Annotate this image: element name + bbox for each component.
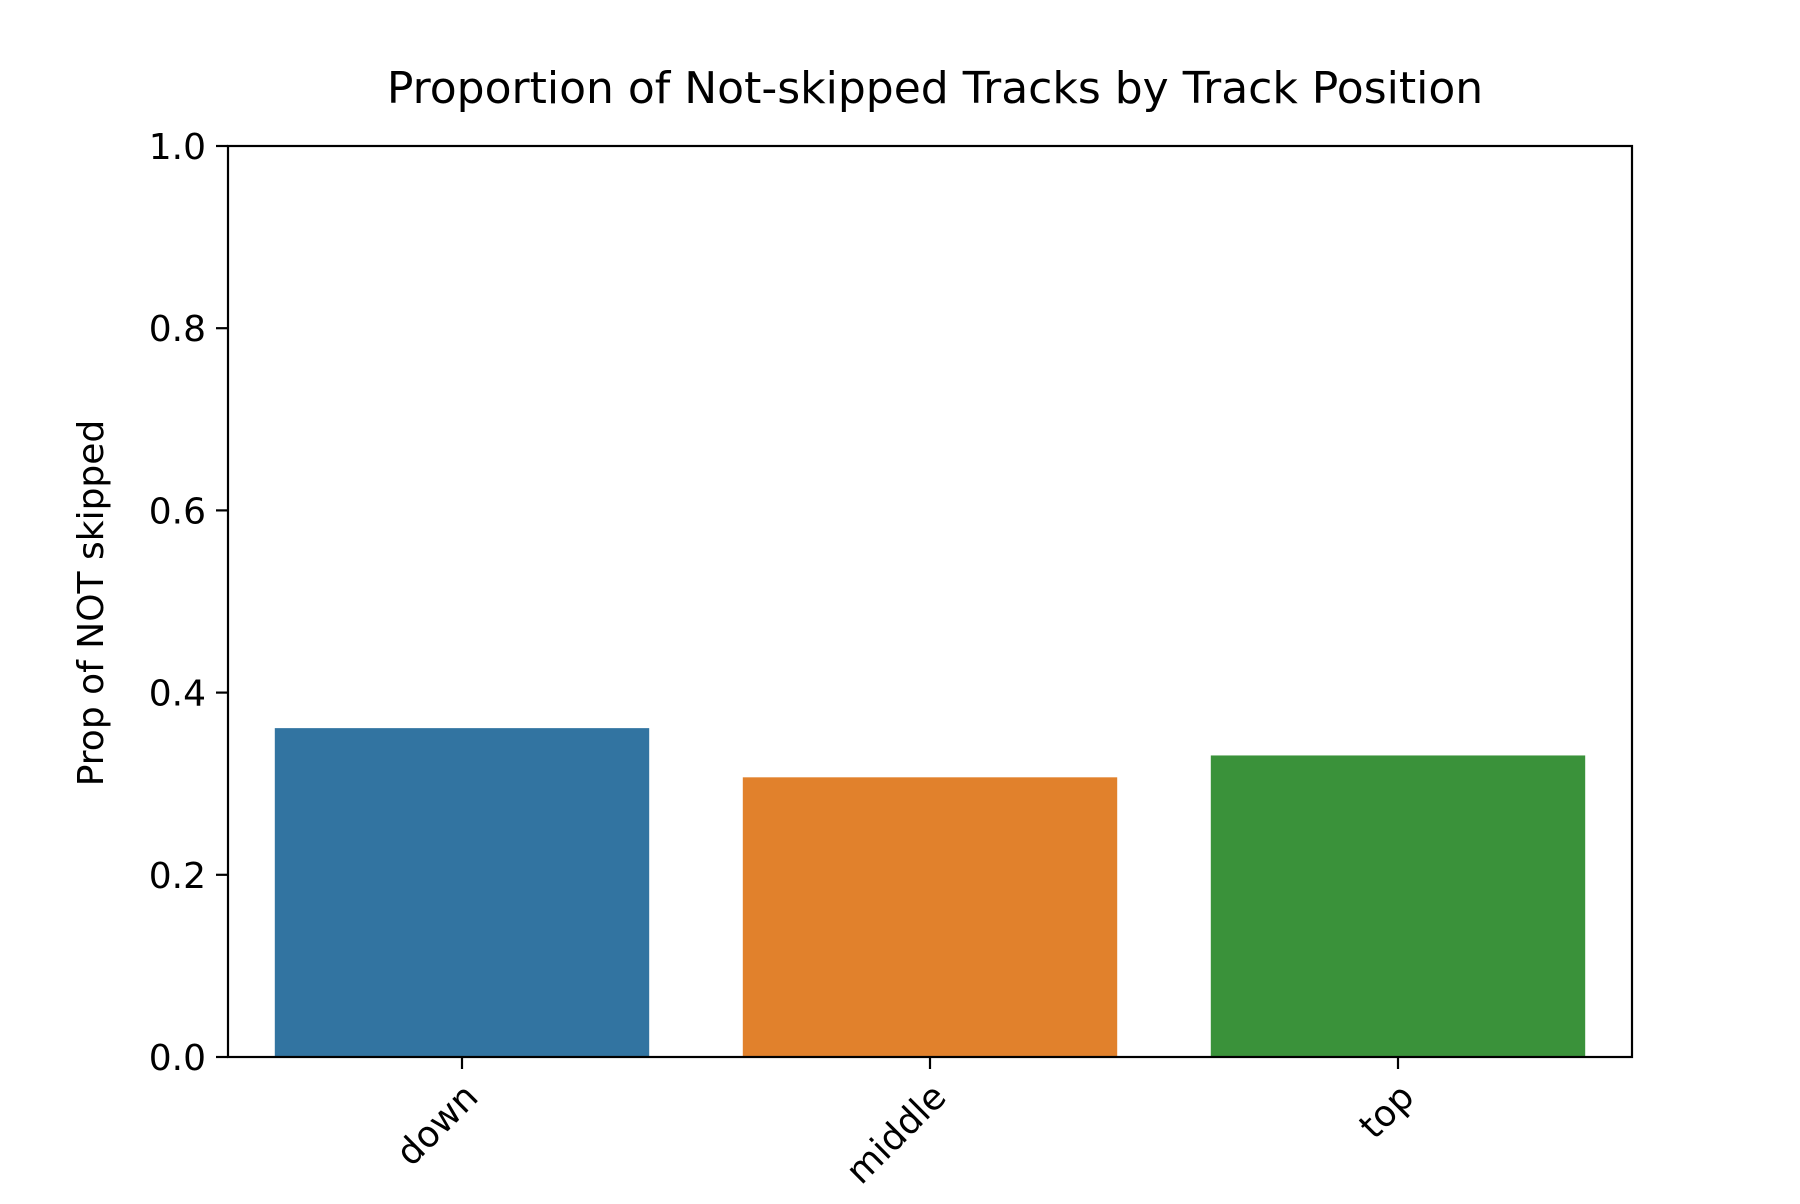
plot-area: 0.0 0.2 0.4 0.6 0.8 1.0 down middle top: [149, 127, 1634, 1192]
y-tick-label: 0.8: [149, 309, 206, 350]
y-tick-label: 0.2: [149, 856, 206, 897]
y-axis-label: Prop of NOT skipped: [71, 420, 112, 787]
y-tick-label: 0.6: [149, 491, 206, 532]
chart-title: Proportion of Not-skipped Tracks by Trac…: [387, 63, 1483, 114]
y-tick-label: 1.0: [149, 127, 206, 168]
y-tick-label: 0.4: [149, 674, 206, 715]
bar-top: [1210, 755, 1586, 1057]
bar-down: [274, 728, 650, 1057]
x-tick-label-down: down: [389, 1076, 487, 1174]
x-tick-label-middle: middle: [838, 1076, 954, 1192]
x-tick-label-top: top: [1352, 1076, 1423, 1147]
y-tick-label: 0.0: [149, 1038, 206, 1079]
bar-middle: [742, 777, 1118, 1057]
